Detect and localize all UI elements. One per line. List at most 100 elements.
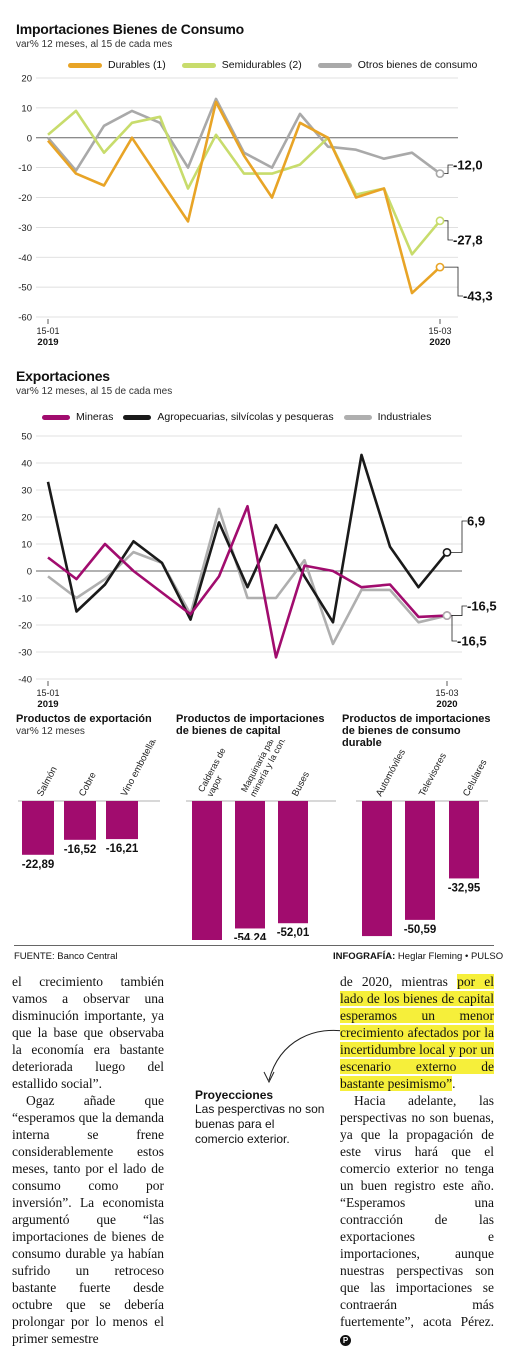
bar [192,801,222,940]
text-run: Hacia adelante, las perspectivas no son … [340,1093,494,1329]
y-tick-label: 20 [21,513,32,524]
y-tick-label: -10 [18,594,32,605]
article-col1: el crecimiento también vamos a observar … [12,973,164,1347]
chart2-title: Exportaciones [16,368,110,384]
leader-line [444,165,453,174]
end-value-label: -12,0 [453,158,483,173]
series-line [48,99,440,174]
x-tick-label: 15-03 [435,688,458,698]
end-point-marker [443,612,450,619]
y-tick-label: 30 [21,486,32,497]
chart1-title: Importaciones Bienes de Consumo [16,21,244,37]
legend-label: Mineras [76,411,113,423]
source-text: FUENTE: Banco Central [14,951,117,962]
y-tick-label: 10 [21,540,32,551]
leader-line [451,606,467,616]
bar [235,801,265,928]
bar2-title: Productos de importaciones de bienes de … [176,713,326,737]
text-run: . [452,1076,455,1091]
x-year-label: 2020 [429,337,450,348]
y-tick-label: -30 [18,648,32,659]
x-year-label: 2019 [37,699,58,710]
bar-value-label: -54,24 [234,932,267,940]
credit-name: Heglar Fleming • PULSO [398,951,503,962]
bar1-subtitle: var% 12 meses [16,726,85,737]
bar1-title: Productos de exportación [16,713,152,725]
end-point-marker [436,170,443,177]
bar [362,801,392,936]
category-label: Salmón [35,765,60,799]
legend-item: Agropecuarias, silvícolas y pesqueras [123,411,333,423]
bar-value-label: -50,59 [404,924,437,936]
bar-value-label: -16,52 [64,844,97,856]
article-col2: de 2020, mientras por el lado de los bie… [340,973,494,1347]
y-tick-label: 10 [21,103,32,114]
y-tick-label: 0 [27,133,32,144]
end-value-label: -43,3 [463,289,493,304]
end-point-marker [436,264,443,271]
bar-value-label: -22,89 [22,859,55,871]
legend-swatch [42,415,70,420]
leader-line [444,267,463,296]
bar-value-label: -32,95 [448,882,481,894]
footer-rule [14,945,494,946]
end-value-label: -16,5 [457,634,487,649]
end-point-marker [436,217,443,224]
end-value-label: -27,8 [453,233,483,248]
y-tick-label: 50 [21,432,32,443]
category-label: Vino embotellado [119,740,163,798]
legend-swatch [344,415,372,420]
y-tick-label: -20 [18,621,32,632]
chart2-subtitle: var% 12 meses, al 15 de cada mes [16,386,172,397]
legend-swatch [182,63,216,68]
x-tick-label: 15-03 [428,326,451,336]
y-tick-label: -40 [18,675,32,686]
legend-label: Agropecuarias, silvícolas y pesqueras [157,411,333,423]
y-tick-label: 0 [27,567,32,578]
credit-text: INFOGRAFÍA: Heglar Fleming • PULSO [333,951,503,962]
y-tick-label: 20 [21,74,32,85]
y-tick-label: 40 [21,459,32,470]
leader-line [444,221,453,240]
category-label: Buses [290,770,312,799]
y-tick-label: -60 [18,313,32,324]
highlighted-quote: por el lado de los bienes de capital esp… [340,974,494,1091]
legend-item: Industriales [344,411,432,423]
y-tick-label: -50 [18,283,32,294]
x-tick-label: 15-01 [36,688,59,698]
leader-line [451,521,467,552]
bar [449,801,479,878]
bar [106,801,138,839]
category-label: Automóviles [374,747,408,798]
legend-swatch [68,63,102,68]
category-label: Calderas devapor [196,746,236,798]
chart2-legend: Mineras Agropecuarias, silvícolas y pesq… [42,411,447,423]
legend-label: Industriales [378,411,432,423]
x-year-label: 2019 [37,337,58,348]
bar-value-label: -16,21 [106,843,139,855]
chart1-plot: 20100-10-20-30-40-50-6015-01201915-03202… [0,70,506,360]
end-point-marker [443,549,450,556]
bar-value-label: -52,01 [277,927,310,939]
end-mark-icon: P [340,1335,351,1346]
y-tick-label: -20 [18,193,32,204]
legend-swatch [123,415,151,420]
chart1-subtitle: var% 12 meses, al 15 de cada mes [16,39,172,50]
x-tick-label: 15-01 [36,326,59,336]
y-tick-label: -10 [18,163,32,174]
legend-item: Mineras [42,411,113,423]
series-line [48,509,447,644]
article-paragraph: Ogaz añade que “esperamos que la demanda… [12,1092,164,1347]
x-year-label: 2020 [436,699,457,710]
end-value-label: 6,9 [467,514,485,529]
article-paragraph: de 2020, mientras por el lado de los bie… [340,973,494,1092]
credit-label: INFOGRAFÍA: [333,951,395,962]
end-value-label: -16,5 [467,599,497,614]
legend-swatch [318,63,352,68]
bar [64,801,96,840]
category-label: Televisores [417,751,449,798]
text-run: de 2020, mientras [340,974,457,989]
article-paragraph: el crecimiento también vamos a observar … [12,973,164,1092]
bar [278,801,308,923]
